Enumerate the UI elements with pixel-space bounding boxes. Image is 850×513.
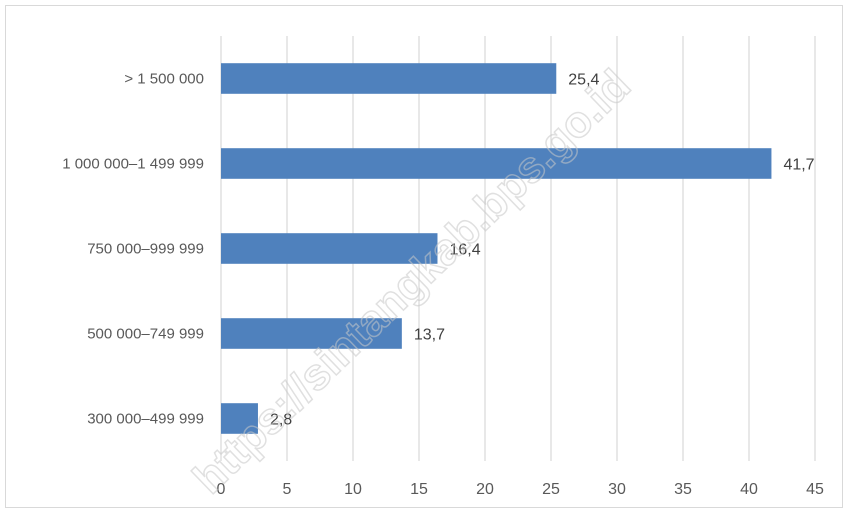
x-tick-label: 30 [608,481,626,498]
data-label: 16,4 [449,242,480,259]
bar [221,148,772,179]
x-tick-label: 35 [674,481,692,498]
bars [221,63,772,434]
chart-frame: 25,4 41,7 16,4 13,7 2,8 > 1 500 000 1 000 000… [5,5,843,508]
x-tick-label: 0 [217,481,226,498]
data-labels: 25,4 41,7 16,4 13,7 2,8 [270,72,815,429]
bar [221,63,557,94]
category-label: > 1 500 000 [124,71,204,88]
x-tick-labels: 0 5 10 15 20 25 30 35 40 45 [217,481,824,498]
data-label: 41,7 [783,157,814,174]
watermark-text: https://sintangkab.bps.go.id [184,60,640,503]
data-label: 2,8 [270,412,292,429]
category-label: 750 000–999 999 [87,241,204,258]
x-tick-label: 45 [806,481,824,498]
x-tick-label: 15 [410,481,428,498]
category-label: 300 000–499 999 [87,411,204,428]
bar [221,318,402,349]
bar [221,233,438,264]
bar [221,403,258,434]
category-labels: > 1 500 000 1 000 000–1 499 999 750 000–99… [62,71,204,428]
category-label: 1 000 000–1 499 999 [62,156,204,173]
category-label: 500 000–749 999 [87,326,204,343]
x-tick-label: 5 [283,481,292,498]
data-label: 25,4 [568,72,599,89]
bar-chart: 25,4 41,7 16,4 13,7 2,8 > 1 500 000 1 000 000… [62,36,824,504]
x-tick-label: 40 [740,481,758,498]
gridlines [220,36,816,461]
x-tick-label: 25 [542,481,560,498]
x-tick-label: 20 [476,481,494,498]
x-tick-label: 10 [344,481,362,498]
data-label: 13,7 [414,327,445,344]
